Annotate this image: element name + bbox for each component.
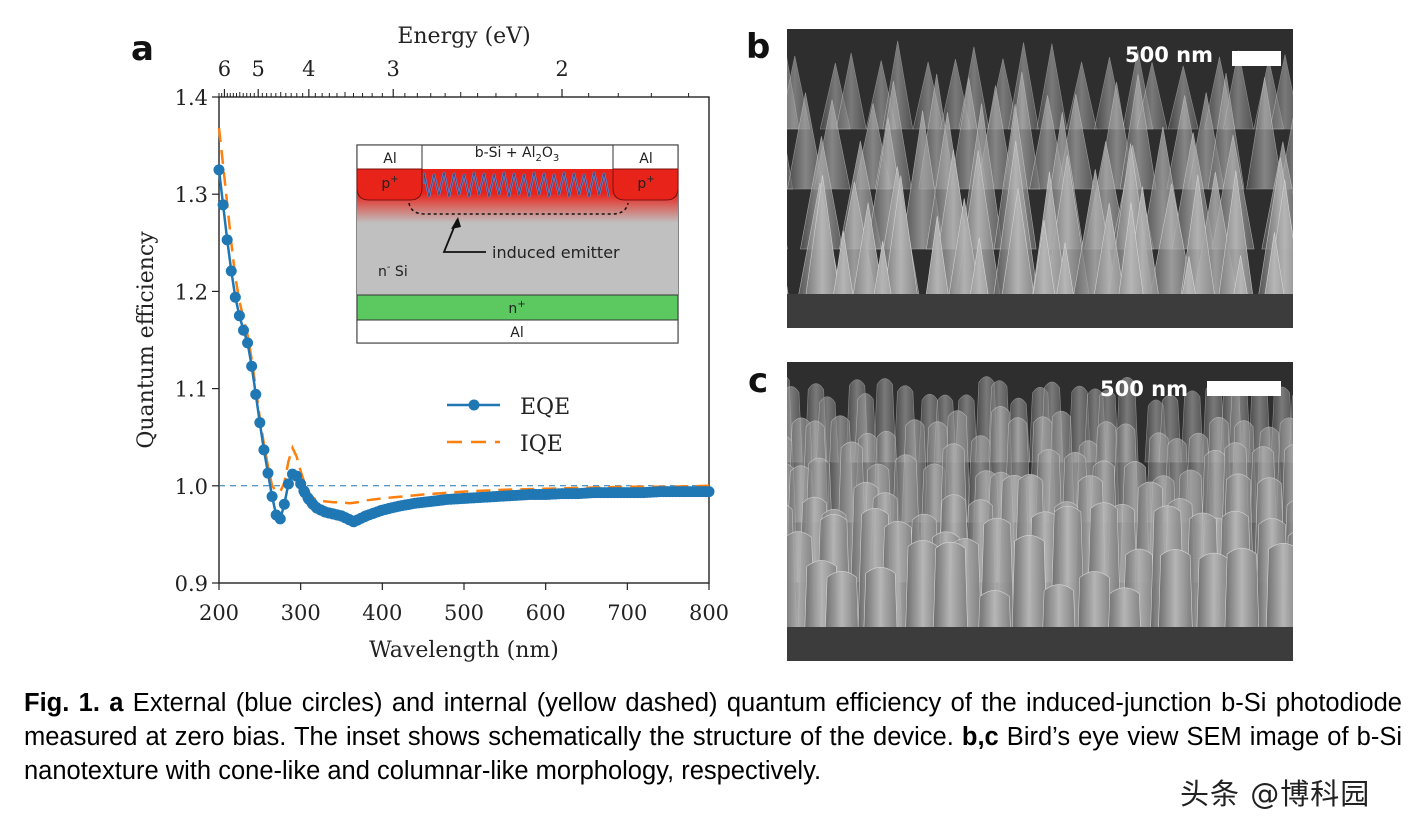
eqe-point — [274, 513, 286, 525]
x-tick-label: 700 — [607, 601, 647, 625]
x-tick-label: 200 — [199, 601, 239, 625]
legend-iqe-label: IQE — [520, 432, 563, 457]
inset-induced-emitter-boundary — [408, 202, 629, 215]
sem-cone — [787, 152, 793, 190]
eqe-point — [221, 234, 233, 246]
sem-cone-texture — [787, 29, 1293, 328]
legend: EQE IQE — [447, 395, 570, 457]
sem-image-columnar: 500 nm — [787, 362, 1293, 661]
eqe-point — [233, 310, 245, 322]
eqe-point — [250, 388, 262, 400]
legend-eqe-label: EQE — [520, 395, 570, 420]
eqe-series — [213, 164, 715, 528]
sem-substrate — [787, 627, 1293, 661]
eqe-point — [254, 417, 266, 429]
x-axis-ticks: 200 300 400 500 600 700 800 — [199, 583, 729, 625]
scalebar-c — [1207, 381, 1281, 396]
sem-cone — [835, 52, 867, 130]
y-tick-label: 1.3 — [175, 183, 208, 207]
inset-bsi-texture-outline — [423, 171, 610, 198]
inset-arrow — [442, 219, 486, 253]
inset-al-bottom-label: Al — [510, 325, 523, 341]
y-tick-label: 1.1 — [175, 378, 208, 402]
eqe-point — [700, 486, 712, 498]
inset-al-right-label: Al — [639, 151, 652, 167]
sem-cone — [1136, 62, 1168, 130]
eqe-point — [229, 291, 241, 303]
x-tick-label: 500 — [444, 601, 484, 625]
sem-columnar-texture — [787, 362, 1293, 661]
top-tick-label: 4 — [302, 57, 315, 81]
caption-text-bc: Bird’s eye view SEM image of b-Si nanote… — [24, 723, 1402, 785]
caption-fig-label: Fig. 1. — [24, 689, 100, 717]
y-tick-label: 1.4 — [175, 86, 208, 110]
inset-p-left-label: p+ — [381, 174, 398, 192]
panel-letter-c: c — [748, 361, 769, 401]
x-tick-label: 300 — [281, 601, 321, 625]
inset-al-right — [612, 144, 679, 170]
x-tick-label: 400 — [362, 601, 402, 625]
inset-n-plus-label: n+ — [508, 299, 525, 317]
caption-label-bc: b,c — [961, 723, 999, 751]
inset-arrow-head — [451, 217, 461, 229]
scalebar-label-b: 500 nm — [1125, 43, 1213, 67]
caption-text-a: External (blue circles) and internal (ye… — [24, 689, 1402, 751]
inset-n-minus-label: n- Si — [378, 262, 408, 280]
x-tick-label: 800 — [689, 601, 729, 625]
sem-cone — [996, 188, 1040, 328]
y-axis-label: Quantum efficiency — [134, 231, 159, 449]
inset-al-left-label: Al — [383, 151, 396, 167]
top-tick-label: 3 — [387, 57, 400, 81]
eqe-point — [242, 337, 254, 349]
watermark: 头条 @博科园 — [1176, 771, 1375, 813]
top-axis-label: Energy (eV) — [397, 24, 530, 49]
scalebar-label-c: 500 nm — [1100, 377, 1188, 401]
eqe-point — [213, 164, 225, 176]
sem-substrate — [787, 294, 1293, 328]
eqe-point — [262, 467, 274, 479]
sem-cone — [800, 175, 845, 328]
qe-chart: 200 300 400 500 600 700 800 0.9 1.0 1.1 1.2 1.3 1.4… — [134, 24, 729, 663]
eqe-point — [225, 265, 237, 277]
y-axis-ticks: 0.9 1.0 1.1 1.2 1.3 1.4 — [175, 86, 219, 596]
caption-label-a: a — [109, 689, 124, 717]
inset-p-right-label: p+ — [637, 174, 654, 192]
inset-top-label: b-Si + Al2O3 — [475, 145, 560, 164]
inset-n-plus-layer — [356, 294, 679, 321]
device-inset: Al Al p+ p+ b-Si + Al2O3 induced emitter… — [356, 144, 679, 344]
inset-p-plus-right — [612, 168, 679, 201]
x-tick-label: 600 — [526, 601, 566, 625]
eqe-point — [266, 490, 278, 502]
sem-cone — [1246, 77, 1283, 190]
eqe-point — [258, 444, 270, 456]
sem-image-cone: 500 nm — [787, 29, 1293, 328]
eqe-point — [217, 199, 229, 211]
inset-p-plus-left — [356, 168, 423, 201]
eqe-point — [238, 324, 249, 336]
eqe-point — [246, 360, 258, 372]
legend-eqe-marker — [468, 399, 480, 411]
eqe-point — [278, 498, 290, 510]
panel-letter-a: a — [131, 29, 154, 69]
inset-al-bottom — [356, 319, 679, 344]
scalebar-b — [1232, 51, 1281, 66]
figure-caption: Fig. 1. a External (blue circles) and in… — [24, 686, 1402, 788]
top-tick-label: 6 — [218, 57, 231, 81]
y-tick-label: 1.2 — [175, 280, 208, 304]
y-tick-label: 1.0 — [175, 475, 208, 499]
top-tick-label: 2 — [555, 57, 568, 81]
sem-cone — [1269, 54, 1293, 130]
top-tick-label: 5 — [252, 57, 265, 81]
inset-induced-emitter-label: induced emitter — [492, 243, 620, 262]
x-axis-label: Wavelength (nm) — [369, 638, 559, 663]
panel-letter-b: b — [746, 27, 771, 67]
y-tick-label: 0.9 — [175, 572, 208, 596]
eqe-point — [282, 478, 294, 490]
sem-cone — [787, 92, 824, 190]
